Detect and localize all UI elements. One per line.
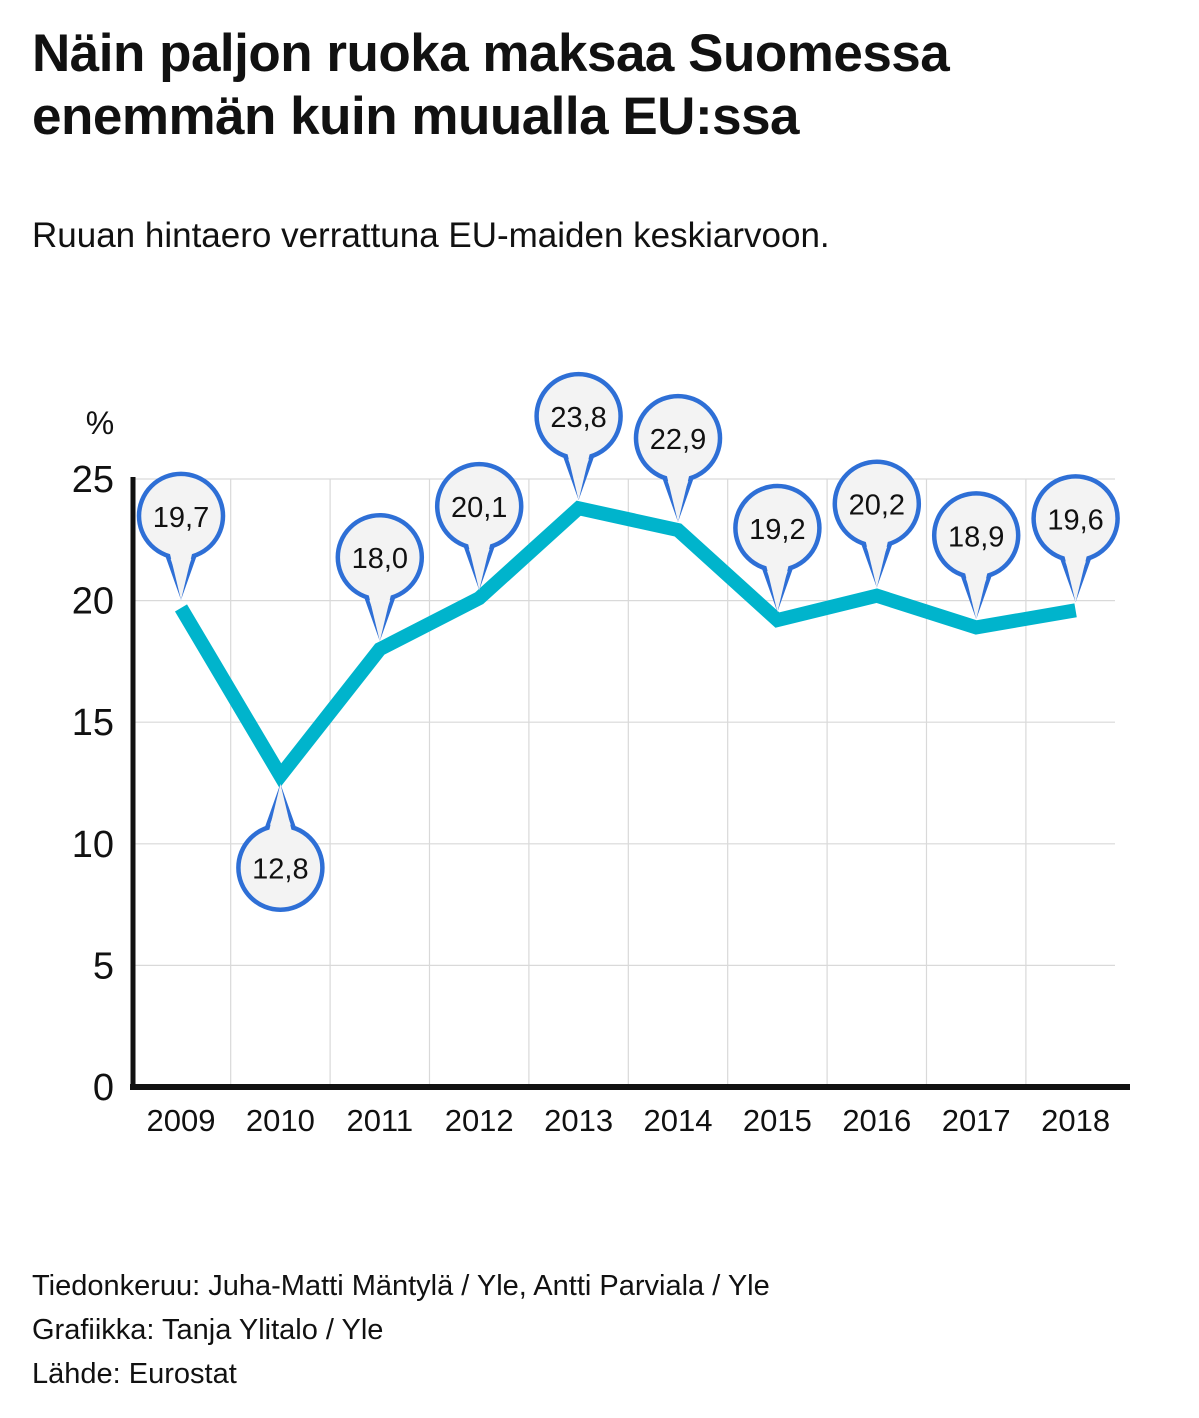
credit-source: Lähde: Eurostat: [32, 1358, 237, 1390]
data-label-2015: 19,2: [733, 483, 822, 613]
y-tick-label-5: 5: [93, 945, 114, 987]
credits: Tiedonkeruu: Juha-Matti Mäntylä / Yle, A…: [32, 1264, 770, 1396]
credit-graphics: Grafiikka: Tanja Ylitalo / Yle: [32, 1314, 384, 1346]
data-label-text: 23,8: [550, 402, 606, 434]
x-tick-label-2018: 2018: [1041, 1103, 1110, 1138]
data-label-2017: 18,9: [931, 491, 1021, 620]
x-tick-label-2012: 2012: [445, 1103, 514, 1138]
data-label-2011: 18,0: [335, 512, 425, 642]
data-label-2013: 23,8: [534, 371, 623, 501]
data-label-text: 20,1: [451, 492, 507, 524]
x-tick-label-2011: 2011: [346, 1103, 413, 1138]
y-tick-label-25: 25: [72, 459, 114, 501]
data-label-text: 12,8: [252, 854, 308, 886]
callout-pointer-fill: [666, 472, 690, 523]
data-label-2018: 19,6: [1031, 474, 1120, 603]
chart-title-line-1: Näin paljon ruoka maksaa Suomessa: [32, 24, 950, 83]
x-tick-labels: 2009 2010 2011 2012 2013 2014 2015 2016 2017 2018: [147, 1103, 1111, 1138]
callout-pointer-fill: [765, 562, 790, 613]
callout-pointer-fill: [964, 569, 989, 620]
data-label-text: 18,0: [352, 543, 408, 575]
data-label-2009: 19,7: [136, 471, 226, 600]
x-tick-label-2010: 2010: [246, 1103, 315, 1138]
y-tick-label-10: 10: [72, 824, 114, 866]
y-tick-label-15: 15: [72, 702, 114, 744]
x-tick-label-2013: 2013: [544, 1103, 613, 1138]
data-label-text: 19,7: [153, 502, 209, 534]
y-tick-label-20: 20: [72, 581, 114, 623]
data-labels: 19,7 12,8 18,0 20,1 23,8 22,9 19,2 20,2 18,9 19,6: [136, 371, 1120, 912]
x-tick-label-2009: 2009: [147, 1103, 216, 1138]
data-label-2014: 22,9: [633, 393, 723, 523]
data-label-2010: 12,8: [236, 783, 325, 912]
callout-pointer-fill: [1063, 552, 1088, 603]
x-tick-label-2016: 2016: [842, 1103, 911, 1138]
data-label-text: 18,9: [948, 521, 1004, 553]
chart-title-line-2: enemmän kuin muualla EU:ssa: [32, 87, 800, 146]
callout-pointer-fill: [268, 783, 293, 834]
chart-subtitle: Ruuan hintaero verrattuna EU-maiden kesk…: [32, 216, 830, 255]
callout-pointer-fill: [467, 540, 492, 591]
y-axis-unit-label: %: [86, 405, 114, 441]
x-tick-label-2015: 2015: [743, 1103, 812, 1138]
data-label-text: 19,6: [1047, 504, 1103, 536]
callout-pointer-fill: [367, 591, 392, 642]
x-tick-label-2017: 2017: [942, 1103, 1011, 1138]
data-label-text: 19,2: [749, 514, 805, 546]
series-line-hintaero: [174, 500, 1077, 789]
x-tick-label-2014: 2014: [644, 1103, 713, 1138]
chart-title: Näin paljon ruoka maksaa Suomessa enemmä…: [32, 22, 1152, 148]
data-label-2012: 20,1: [434, 461, 524, 591]
credit-data-collection: Tiedonkeruu: Juha-Matti Mäntylä / Yle, A…: [32, 1270, 770, 1302]
callout-pointer-fill: [169, 549, 193, 600]
data-label-text: 22,9: [650, 424, 706, 456]
y-tick-labels: 0 5 10 15 20 25: [72, 459, 114, 1109]
data-label-text: 20,2: [849, 490, 905, 522]
y-tick-label-0: 0: [93, 1067, 114, 1109]
callout-pointer-fill: [566, 450, 591, 501]
data-label-2016: 20,2: [832, 459, 922, 588]
callout-pointer-fill: [864, 537, 889, 588]
